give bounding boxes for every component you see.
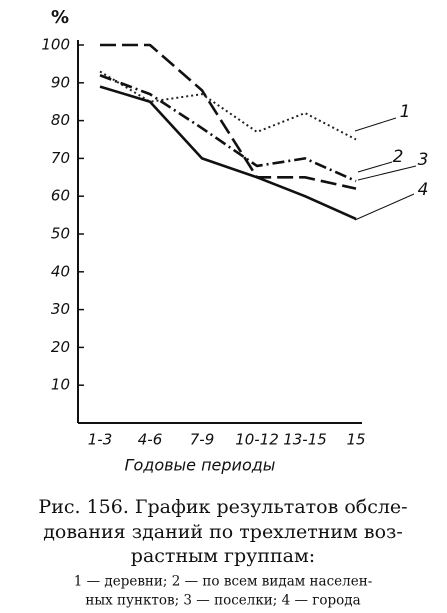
series-label: 1 bbox=[400, 102, 411, 122]
y-tick-label: 90 bbox=[51, 73, 70, 91]
y-axis-label: % bbox=[51, 7, 69, 28]
leader-line bbox=[354, 193, 415, 221]
x-tick-label: 7-9 bbox=[190, 431, 215, 449]
x-axis-label: Годовые периоды bbox=[125, 456, 276, 475]
x-tick-label: 13-15 bbox=[283, 431, 327, 449]
x-tick-label: 10-12 bbox=[235, 431, 279, 449]
series-line bbox=[99, 85, 357, 221]
x-tick-label: 1-3 bbox=[88, 431, 113, 449]
leader-line bbox=[354, 117, 397, 132]
caption-line: Рис. 156. График результатов обсле- bbox=[38, 496, 407, 518]
caption-line: растным группам: bbox=[131, 545, 315, 567]
x-tick-label: 15 bbox=[346, 431, 365, 449]
y-tick-label: 10 bbox=[51, 376, 70, 394]
series-label: 4 bbox=[418, 180, 429, 200]
y-tick-label: 30 bbox=[51, 300, 70, 318]
y-tick-label: 50 bbox=[51, 225, 70, 243]
series-label: 2 bbox=[393, 147, 404, 167]
x-tick-label: 4-6 bbox=[138, 431, 163, 449]
caption-line: дования зданий по трехлетним воз- bbox=[43, 521, 403, 543]
y-tick-label: 20 bbox=[51, 338, 70, 356]
y-tick-label: 100 bbox=[41, 36, 70, 54]
legend-line: 1 — деревни; 2 — по всем видам населен- bbox=[74, 574, 373, 590]
series-line bbox=[99, 74, 357, 183]
legend-line: ных пунктов; 3 — поселки; 4 — города bbox=[85, 593, 360, 609]
leader-line bbox=[357, 165, 417, 181]
y-tick-label: 70 bbox=[51, 149, 70, 167]
leader-line bbox=[357, 161, 393, 173]
y-tick-label: 80 bbox=[51, 111, 70, 129]
y-tick-label: 40 bbox=[51, 262, 70, 280]
series-label: 3 bbox=[418, 150, 429, 170]
y-tick-label: 60 bbox=[51, 187, 70, 205]
series-line bbox=[100, 43, 357, 190]
